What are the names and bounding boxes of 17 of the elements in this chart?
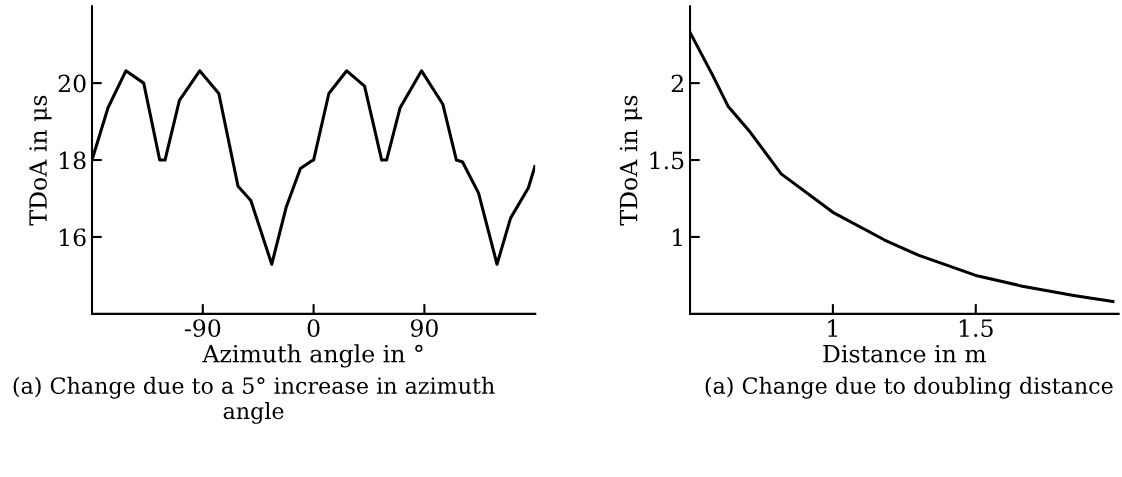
x-axis-title: Distance in m [823, 344, 987, 363]
y-tick-label: 18 [59, 151, 86, 170]
y-axis-title: TDoA in μs [619, 95, 643, 226]
x-tick-label: 1 [828, 319, 838, 337]
text: (a) Change due to doubling distance [705, 376, 1113, 399]
y-tick-label: 16 [59, 228, 86, 247]
y-tick-label: 2 [671, 74, 683, 93]
y-tick-label: 1 [673, 228, 682, 246]
y-tick-label: 20 [58, 74, 86, 93]
x-tick-label: 1.5 [959, 319, 993, 337]
x-axis-title: Azimuth angle in ° [202, 344, 423, 368]
x-tick-label: 0 [307, 319, 320, 337]
x-tick-label: 90 [410, 319, 438, 337]
x-tick-label: -90 [184, 319, 221, 337]
y-tick-label: 1.5 [650, 151, 684, 170]
text: (a) Change due to a 5° increase in azimuth angle [13, 376, 495, 424]
y-axis-title: TDoA in μs [29, 95, 52, 226]
